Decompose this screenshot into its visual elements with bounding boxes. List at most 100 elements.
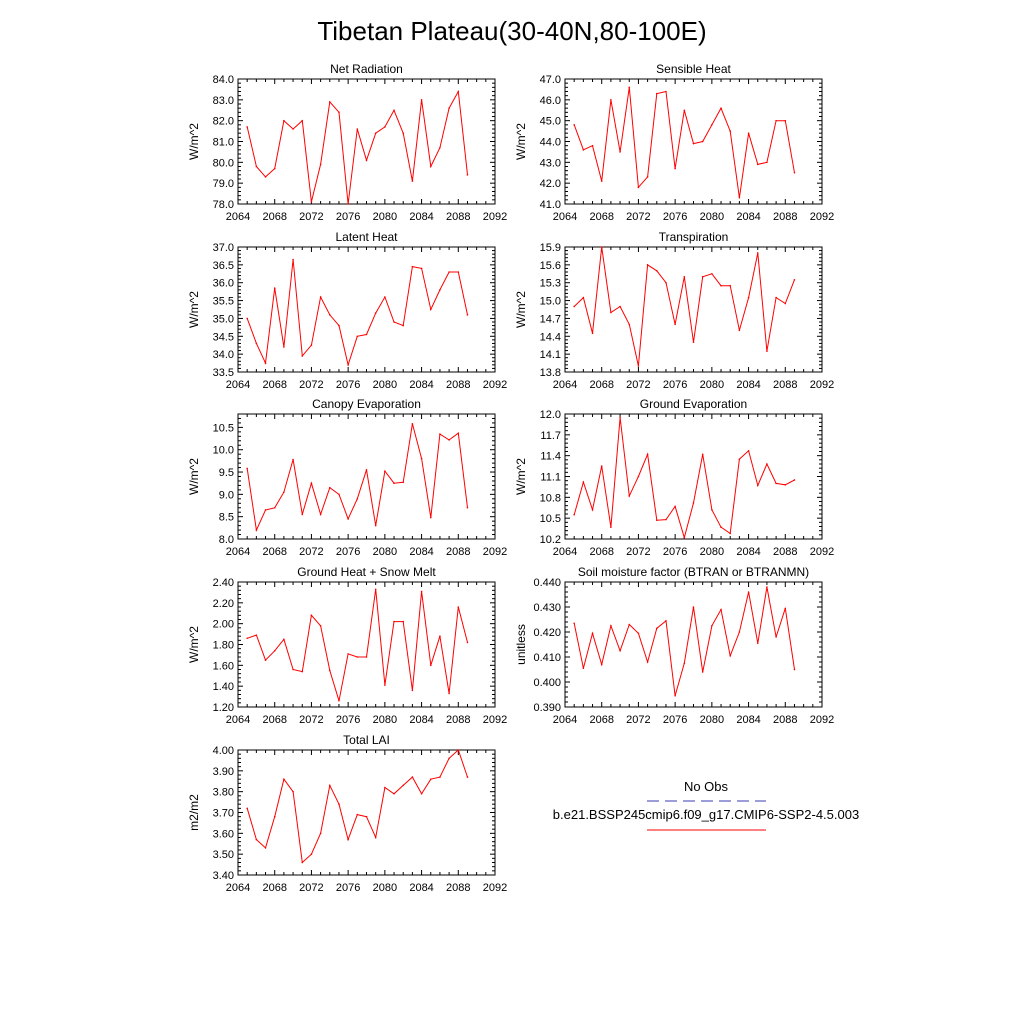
data-point (338, 803, 340, 805)
x-tick-label: 2080 (373, 714, 397, 726)
x-tick-label: 2088 (446, 546, 470, 558)
data-point (292, 668, 294, 671)
plot-frame (564, 78, 823, 205)
x-tick-label: 2084 (409, 714, 433, 726)
legend: No Obs b.e21.BSSP245cmip6.f09_g17.CMIP6-… (553, 779, 859, 831)
panel-title: Net Radiation (330, 62, 403, 76)
y-tick-label: 37.0 (213, 242, 234, 254)
y-tick-label: 81.0 (213, 137, 234, 149)
x-tick-label: 2092 (810, 211, 834, 223)
x-tick-label: 2072 (299, 211, 323, 223)
x-tick-label: 2088 (773, 379, 797, 391)
y-tick-label: 2.40 (213, 577, 234, 589)
y-tick-label: 80.0 (213, 157, 234, 169)
data-point (665, 518, 667, 521)
x-tick-label: 2080 (373, 546, 397, 558)
data-point (582, 667, 585, 670)
x-tick-label: 2072 (626, 211, 650, 223)
y-tick-label: 3.90 (213, 766, 234, 778)
data-point (775, 119, 777, 122)
data-point (674, 505, 676, 508)
y-tick-label: 1.80 (213, 640, 234, 652)
data-point (692, 341, 695, 344)
data-point (246, 807, 248, 810)
data-point (637, 186, 640, 189)
y-axis-label: W/m^2 (514, 291, 528, 328)
data-point (784, 302, 787, 305)
data-point (328, 669, 331, 672)
data-point (655, 270, 658, 272)
x-tick-label: 2084 (736, 714, 760, 726)
x-tick-label: 2092 (483, 211, 507, 223)
series-line (573, 246, 795, 367)
data-point (374, 524, 377, 527)
x-tick-label: 2092 (483, 882, 507, 894)
data-point (356, 128, 359, 130)
data-point (338, 324, 340, 327)
x-tick-label: 2068 (262, 546, 286, 558)
x-tick-label: 2084 (409, 379, 433, 391)
plot-frame (237, 78, 496, 205)
data-point (420, 590, 423, 593)
chart-panel: Soil moisture factor (BTRAN or BTRANMN) u… (514, 565, 834, 726)
data-point (600, 246, 603, 248)
chart-panel: Total LAI m2/m2 2064 2068 2072 2076 2080 2084 20… (187, 733, 507, 894)
x-tick-label: 2088 (773, 714, 797, 726)
data-point (466, 506, 469, 509)
x-tick-label: 2092 (483, 379, 507, 391)
data-point (591, 632, 594, 635)
x-tick-label: 2064 (226, 211, 250, 223)
data-point (255, 838, 258, 841)
legend-label-no-obs: No Obs (684, 779, 729, 794)
x-tick-label: 2076 (663, 546, 687, 558)
data-point (701, 453, 704, 456)
data-point (729, 130, 732, 132)
data-point (384, 296, 386, 298)
data-point (420, 792, 423, 795)
data-point (283, 346, 285, 348)
chart-panel: Canopy Evaporation W/m^2 2064 2068 2072 2076 2… (187, 397, 507, 558)
data-point (646, 661, 649, 663)
data-point (747, 591, 750, 593)
x-tick-label: 2068 (262, 714, 286, 726)
x-tick-label: 2088 (446, 882, 470, 894)
data-point (619, 416, 621, 419)
y-tick-label: 3.70 (213, 808, 234, 820)
data-point (429, 165, 432, 168)
data-point (310, 344, 313, 347)
x-tick-label: 2084 (736, 546, 760, 558)
data-point (701, 671, 704, 673)
data-point (591, 144, 594, 147)
plot-frame (237, 413, 496, 540)
x-tick-label: 2088 (773, 546, 797, 558)
data-point (255, 529, 258, 531)
data-point (573, 622, 575, 625)
data-point (411, 423, 414, 425)
data-point (292, 258, 294, 261)
data-point (319, 296, 322, 298)
series-line (246, 749, 468, 864)
panel-title: Sensible Heat (656, 62, 731, 76)
data-point (347, 838, 349, 841)
data-point (692, 502, 695, 504)
x-tick-label: 2084 (409, 546, 433, 558)
y-tick-label: 11.4 (540, 451, 561, 463)
data-point (466, 314, 469, 316)
data-point (655, 519, 658, 522)
panel-title: Transpiration (659, 230, 729, 244)
x-tick-label: 2072 (626, 714, 650, 726)
data-point (264, 847, 267, 849)
data-point (439, 776, 441, 778)
x-tick-label: 2064 (553, 379, 577, 391)
y-tick-label: 0.440 (533, 577, 561, 589)
data-point (784, 607, 787, 610)
data-point (338, 699, 340, 702)
y-tick-label: 35.0 (213, 313, 234, 325)
y-tick-label: 1.40 (213, 681, 234, 693)
data-point (646, 264, 649, 266)
data-point (683, 275, 686, 278)
data-point (683, 662, 686, 665)
y-tick-label: 2.20 (213, 598, 234, 610)
data-point (720, 526, 722, 528)
x-tick-label: 2076 (336, 546, 360, 558)
